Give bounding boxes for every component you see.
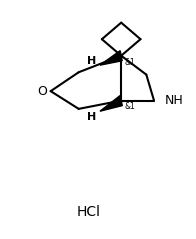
Text: H: H [87,112,96,122]
Text: &1: &1 [125,58,135,67]
Text: HCl: HCl [76,205,100,219]
Text: O: O [37,85,47,98]
Text: NH: NH [165,94,183,107]
Polygon shape [100,96,122,111]
Text: &1: &1 [125,102,135,111]
Text: H: H [87,56,96,66]
Polygon shape [100,51,122,65]
